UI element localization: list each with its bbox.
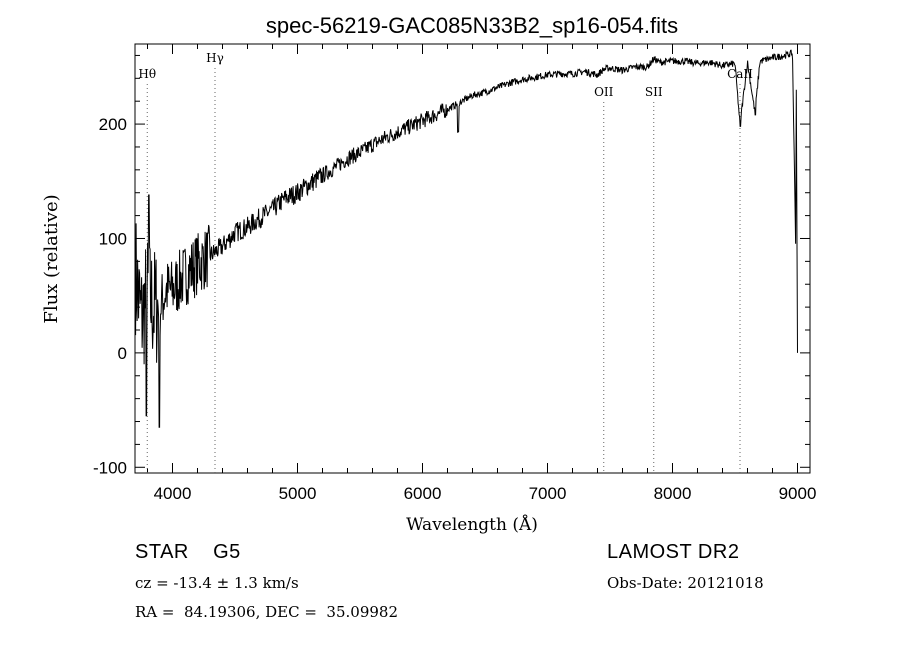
- x-tick-label: 9000: [779, 484, 817, 503]
- obs-date-text: Obs-Date: 20121018: [607, 574, 764, 592]
- y-tick-label: 100: [99, 229, 127, 248]
- x-tick-label: 7000: [529, 484, 567, 503]
- plot-frame: [134, 43, 811, 474]
- x-tick-label: 5000: [279, 484, 317, 503]
- x-tick-label: 6000: [404, 484, 442, 503]
- y-tick-label: 0: [118, 344, 127, 363]
- redshift-text: cz = -13.4 ± 1.3 km/s: [135, 574, 299, 592]
- spectral-line-label: Hθ: [138, 67, 156, 81]
- plot-area: 4000 5000 6000 7000 8000 9000 -100 0 100 200 Hθ Hγ O…: [93, 43, 817, 503]
- object-class: STAR G5: [135, 541, 241, 563]
- y-axis-label: Flux (relative): [41, 194, 62, 323]
- survey-label: LAMOST DR2: [607, 541, 740, 563]
- x-tick-label: 4000: [154, 484, 192, 503]
- spectral-line-label: SII: [645, 85, 663, 99]
- chart-title: spec-56219-GAC085N33B2_sp16-054.fits: [266, 13, 678, 38]
- radec-text: RA = 84.19306, DEC = 35.09982: [135, 603, 399, 621]
- y-tick-label: 200: [99, 115, 127, 134]
- spectrum-line: [135, 49, 798, 428]
- x-axis-label: Wavelength (Å): [406, 514, 538, 535]
- x-tick-label: 8000: [654, 484, 692, 503]
- spectral-line-label: OII: [594, 85, 614, 99]
- spectral-line-label: Hγ: [206, 51, 224, 65]
- y-tick-label: -100: [93, 458, 127, 477]
